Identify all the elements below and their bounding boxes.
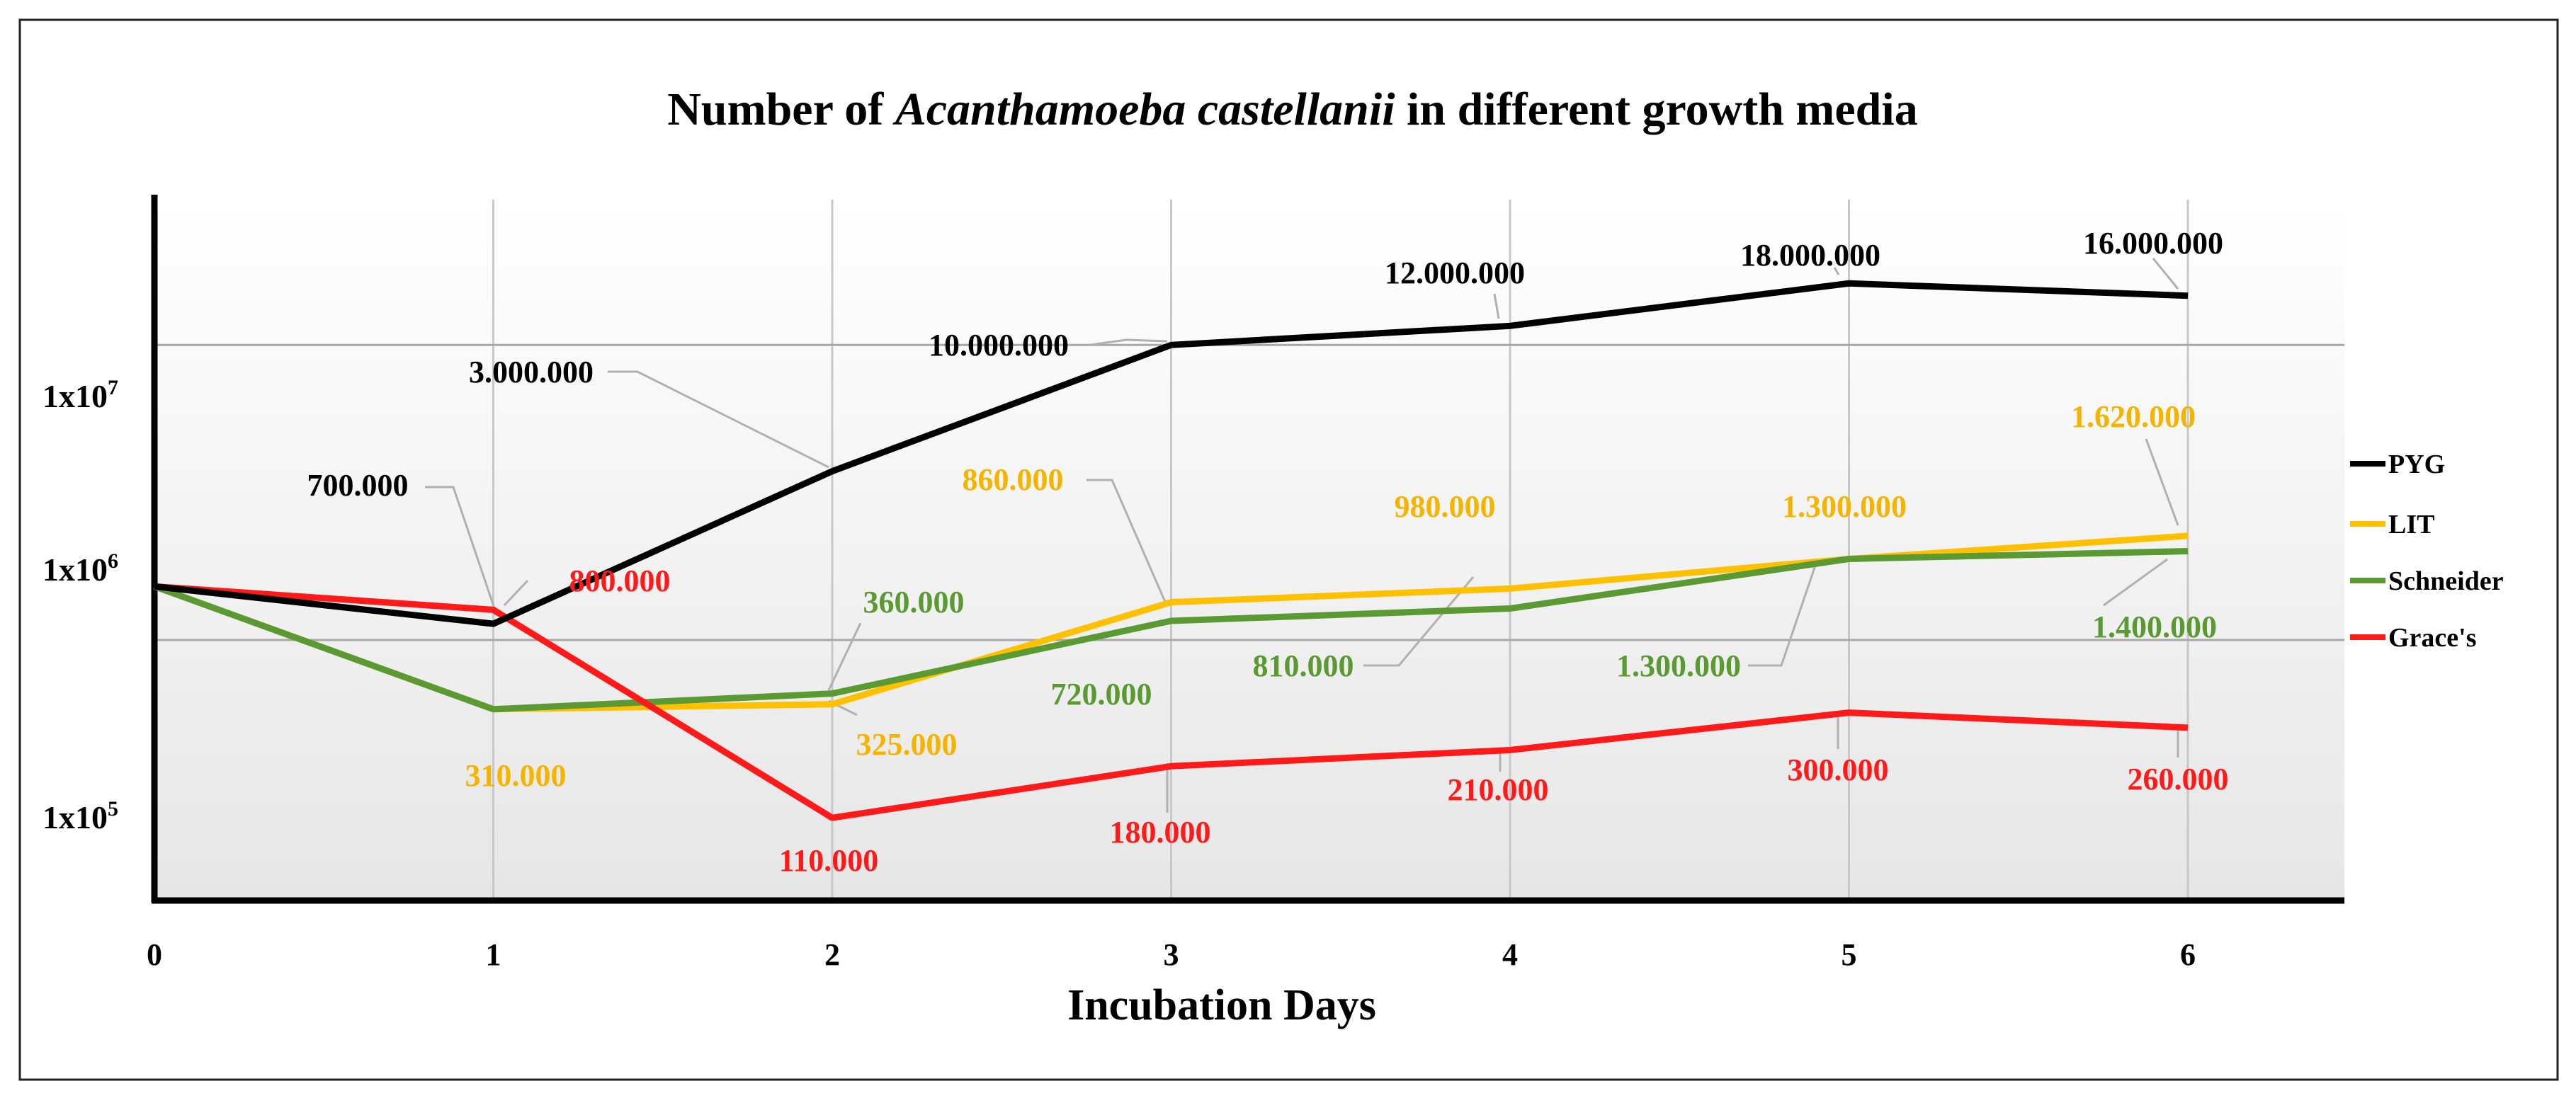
data-label-pyg-day-4: 12.000.000 <box>1385 256 1525 290</box>
leader-line-pyg-day-4 <box>1493 293 1500 319</box>
y-tick-exponent: 7 <box>108 376 118 399</box>
data-label-schneider-day-4: 810.000 <box>1253 648 1354 683</box>
data-label-pyg-day-2: 3.000.000 <box>469 355 594 389</box>
x-tick-label-3: 3 <box>1164 937 1179 972</box>
legend-label-graces: Grace's <box>2388 623 2477 653</box>
leader-line-pyg-day-2 <box>608 370 829 469</box>
x-tick-label-6: 6 <box>2180 937 2196 972</box>
leader-line-pyg-day-5 <box>1833 267 1840 275</box>
x-tick-label-0: 0 <box>147 937 162 972</box>
y-tick-exponent: 6 <box>108 549 118 573</box>
chart-title: Number of Acanthamoeba castellanii in di… <box>667 84 1917 135</box>
data-label-pyg-day-6: 16.000.000 <box>2083 226 2223 261</box>
leader-line-pyg-day-6 <box>2152 258 2179 290</box>
data-label-schneider-day-6: 1.400.000 <box>2092 610 2217 644</box>
series-lines <box>153 280 2189 821</box>
legend: PYG LIT Schneider Grace's <box>2350 450 2504 653</box>
data-label-graces-day-4: 210.000 <box>1448 772 1549 807</box>
series-line-schneider <box>153 547 2189 713</box>
gridlines <box>156 200 2344 901</box>
data-label-graces-day-2: 110.000 <box>779 843 879 878</box>
y-tick-label-7: 1x107 <box>42 376 118 414</box>
data-label-graces-day-6: 260.000 <box>2128 762 2229 796</box>
leader-line-lit-day-3 <box>1086 479 1167 602</box>
data-label-graces-day-5: 300.000 <box>1788 753 1889 787</box>
x-tick-label-4: 4 <box>1502 937 1518 972</box>
x-tick-label-1: 1 <box>486 937 501 972</box>
chart-title-part-1: Acanthamoeba castellanii <box>892 84 1396 135</box>
x-tick-label-5: 5 <box>1842 937 1857 972</box>
data-label-graces-day-3: 180.000 <box>1110 815 1211 850</box>
data-label-schneider-day-3: 720.000 <box>1051 677 1152 711</box>
data-label-lit-day-3: 860.000 <box>963 462 1064 497</box>
data-label-lit-day-6: 1.620.000 <box>2071 399 2196 434</box>
leader-line-schneider-day-4 <box>1363 576 1475 667</box>
x-axis-label: Incubation Days <box>1067 981 1376 1029</box>
data-label-pyg-day-5: 18.000.000 <box>1740 238 1880 273</box>
legend-label-pyg: PYG <box>2388 450 2445 479</box>
leader-line-lit-day-6 <box>2145 438 2179 526</box>
chart-title-part-0: Number of <box>667 84 895 135</box>
data-label-graces-day-1: 800.000 <box>569 564 671 598</box>
data-label-lit-day-2: 325.000 <box>856 727 958 762</box>
data-label-lit-day-1: 310.000 <box>465 758 567 793</box>
data-label-lit-day-4: 980.000 <box>1395 489 1496 524</box>
data-label-schneider-day-2: 360.000 <box>863 585 965 619</box>
y-tick-base: 1x10 <box>42 552 108 588</box>
leader-line-schneider-day-6 <box>2103 558 2168 607</box>
leader-line-schneider-day-2 <box>827 622 862 691</box>
series-line-graces <box>154 583 2189 821</box>
leader-line-schneider-day-5 <box>1748 559 1819 667</box>
data-label-schneider-day-5: 1.300.000 <box>1616 648 1741 683</box>
leader-line-pyg-day-1 <box>425 486 497 613</box>
y-tick-base: 1x10 <box>42 799 108 835</box>
data-labels: 700.000 3.000.000 10.000.000 12.000.000 18.0… <box>307 226 2229 878</box>
y-tick-exponent: 5 <box>108 797 118 821</box>
legend-label-schneider: Schneider <box>2388 566 2504 596</box>
series-line-pyg <box>154 280 2189 627</box>
y-tick-label-6: 1x106 <box>42 549 118 588</box>
leader-line-pyg-day-3 <box>1090 338 1168 346</box>
y-tick-base: 1x10 <box>42 378 108 414</box>
leader-line-graces-day-1 <box>503 579 529 607</box>
x-tick-label-2: 2 <box>824 937 840 972</box>
y-tick-label-5: 1x105 <box>42 797 118 835</box>
legend-label-lit: LIT <box>2388 510 2434 539</box>
data-label-lit-day-5: 1.300.000 <box>1782 489 1907 524</box>
data-label-pyg-day-3: 10.000.000 <box>929 328 1069 362</box>
data-label-pyg-day-1: 700.000 <box>307 468 409 503</box>
chart-title-part-2: in different growth media <box>1395 84 1918 135</box>
label-leader-lines <box>425 258 2179 813</box>
